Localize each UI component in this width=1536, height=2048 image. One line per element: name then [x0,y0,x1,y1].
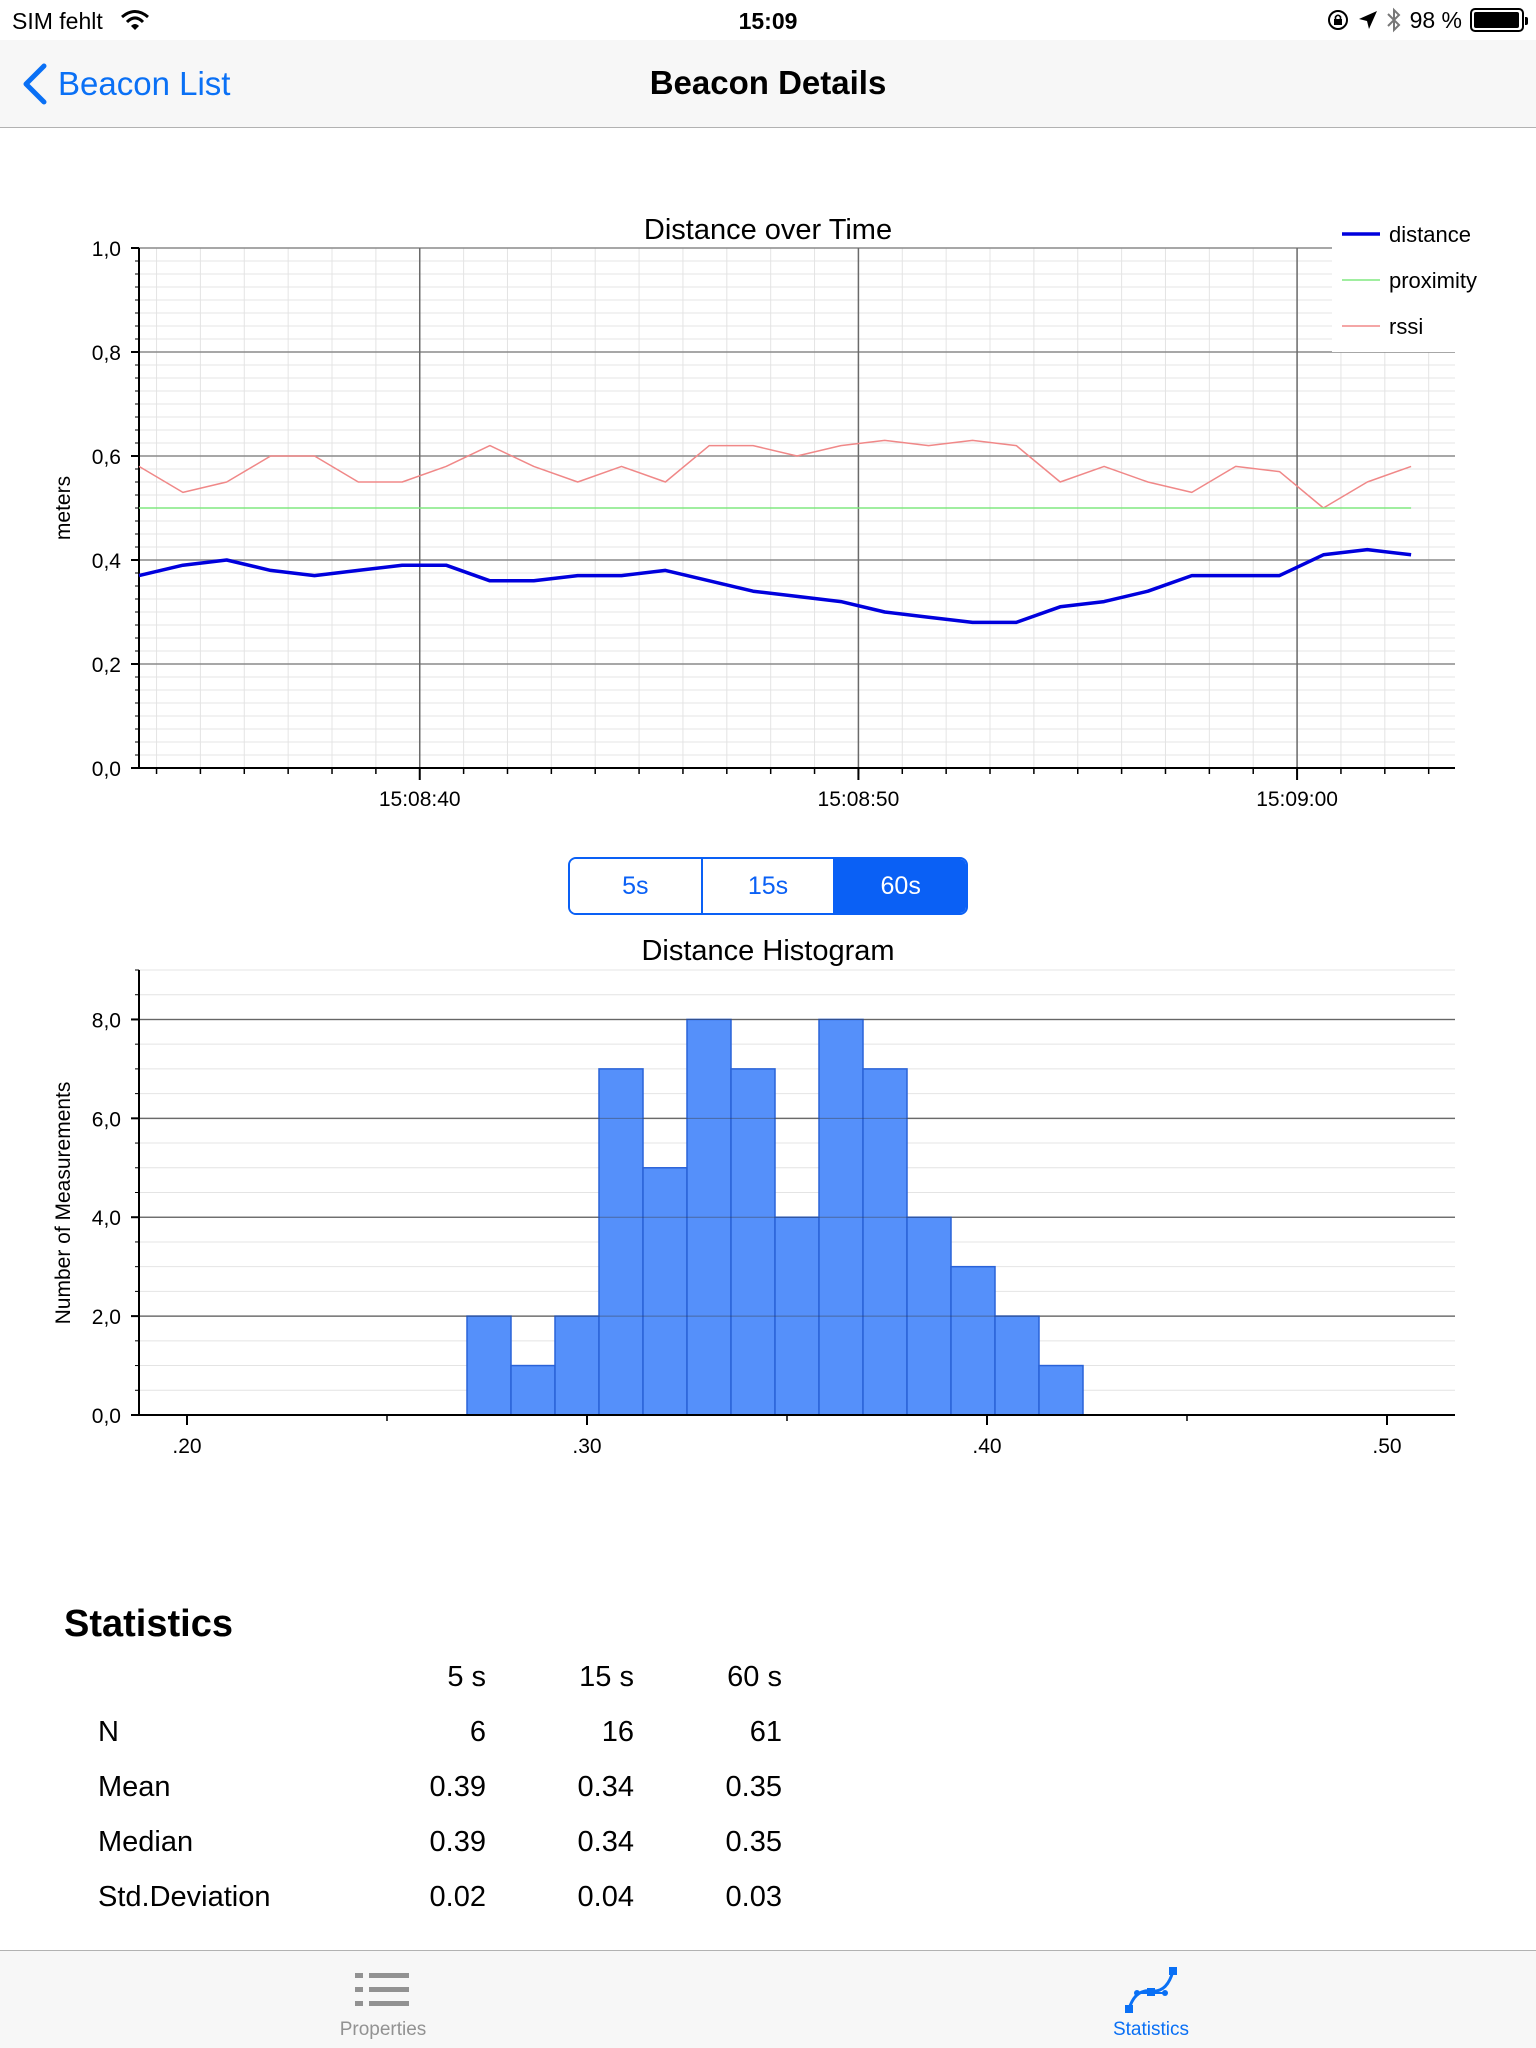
y-axis-label: meters [52,476,75,540]
histogram-bar [554,1315,600,1416]
time-window-segmented-control[interactable]: 5s 15s 60s [568,857,968,915]
y-tick-label: 6,0 [92,1108,121,1131]
header-empty-cell [98,1650,338,1705]
status-indicators: 98 % [1326,6,1528,34]
table-cell: 61 [749,1716,782,1748]
histogram-bar [510,1364,556,1416]
battery-icon [1470,8,1528,32]
statistics-heading: Statistics [64,1603,233,1645]
distance-over-time-chart: 0,0 0,2 0,4 0,6 0,8 1,0 15:08:40 15:08:50 15:09:… [52,212,1482,811]
column-header: 5 s [447,1661,486,1693]
y-tick-label: 0,0 [92,758,121,781]
table-cell: 0.35 [725,1826,782,1858]
row-label: Mean [98,1771,171,1803]
table-row: Std.Deviation 0.02 0.04 0.03 [98,1870,782,1925]
histogram-bar [1038,1364,1084,1416]
tab-statistics-label: Statistics [1112,2019,1190,2040]
distance-histogram-chart: 0,0 2,0 4,0 6,0 8,0 .20 .30 .40 .50 Distance Hist… [52,935,1455,1458]
location-arrow-icon [1358,11,1377,29]
table-cell: 0.39 [429,1826,486,1858]
battery-percent: 98 % [1409,6,1462,33]
table-row: N 6 16 61 [98,1705,782,1760]
row-label: N [98,1716,119,1748]
carrier-label: SIM fehlt [12,8,103,34]
y-tick-label: 0,6 [92,446,121,469]
list-icon [355,1973,409,2006]
table-cell: 0.02 [429,1881,486,1913]
chart-title: Distance over Time [644,214,892,246]
clock: 15:09 [738,8,798,34]
navigation-bar: Beacon List Beacon Details [0,40,1536,128]
series-line-rssi [138,439,1412,509]
series-line-distance [138,547,1412,625]
x-tick-label: 15:08:50 [818,788,900,811]
bluetooth-icon [1386,7,1400,33]
y-tick-label: 0,8 [92,342,121,365]
row-label: Median [98,1826,194,1858]
tab-bar: Properties Statistics [0,1950,1536,2048]
legend-label: rssi [1389,314,1423,339]
status-bar: SIM fehlt 15:09 98 % [0,0,1536,40]
chevron-left-icon [23,63,47,105]
y-tick-label: 8,0 [92,1009,121,1032]
x-tick-label: .50 [1372,1435,1401,1458]
table-cell: 0.39 [429,1771,486,1803]
y-axis-label: Number of Measurements [52,1082,75,1325]
segment-15s[interactable]: 15s [700,859,834,913]
histogram-bar [642,1167,688,1416]
chart-title: Distance Histogram [641,935,894,967]
y-tick-label: 0,4 [92,550,122,573]
histogram-bar [994,1315,1040,1416]
y-tick-label: 1,0 [92,238,121,261]
histogram-bar [862,1068,908,1416]
curve-icon [1125,1967,1177,2013]
page-title: Beacon Details [649,64,887,101]
table-cell: 0.34 [577,1826,634,1858]
y-tick-label: 0,2 [92,654,121,677]
back-button-label: Beacon List [58,65,231,102]
table-cell: 0.34 [577,1771,634,1803]
x-tick-label: 15:09:00 [1256,788,1338,811]
table-row: Mean 0.39 0.34 0.35 [98,1760,782,1815]
x-tick-label: .20 [172,1435,201,1458]
tab-properties[interactable]: Properties [283,1951,483,2048]
histogram-bar [686,1018,732,1416]
histogram-bar [466,1315,512,1416]
tab-statistics[interactable]: Statistics [1051,1951,1251,2048]
histogram-bar [950,1265,996,1416]
table-row: Median 0.39 0.34 0.35 [98,1815,782,1870]
legend-label: proximity [1389,268,1477,293]
y-tick-label: 2,0 [92,1306,121,1329]
table-cell: 16 [601,1716,634,1748]
table-cell: 0.04 [577,1881,634,1913]
statistics-header-row: 5 s 15 s 60 s [98,1650,782,1705]
segment-60s[interactable]: 60s [833,859,966,913]
x-tick-label: .40 [972,1435,1001,1458]
column-header: 60 s [727,1661,782,1693]
column-header: 15 s [579,1661,634,1693]
x-tick-label: .30 [572,1435,601,1458]
wifi-icon [121,10,149,30]
row-label: Std.Deviation [98,1881,271,1913]
legend-label: distance [1389,222,1471,247]
rotation-lock-icon [1327,10,1348,30]
statistics-table: 5 s 15 s 60 s N 6 16 61 Mean 0.39 0.34 0… [98,1650,782,1925]
table-cell: 0.35 [725,1771,782,1803]
table-cell: 6 [469,1716,486,1748]
y-tick-label: 0,0 [92,1405,121,1428]
histogram-bar [730,1068,776,1416]
histogram-bar [774,1216,820,1416]
segment-5s[interactable]: 5s [570,859,701,913]
battery-level [1474,12,1520,28]
back-button[interactable]: Beacon List [20,60,230,108]
tab-properties-label: Properties [339,2019,427,2040]
y-tick-label: 4,0 [92,1207,121,1230]
table-cell: 0.03 [725,1881,782,1913]
x-tick-label: 15:08:40 [379,788,461,811]
histogram-bar [598,1068,644,1416]
